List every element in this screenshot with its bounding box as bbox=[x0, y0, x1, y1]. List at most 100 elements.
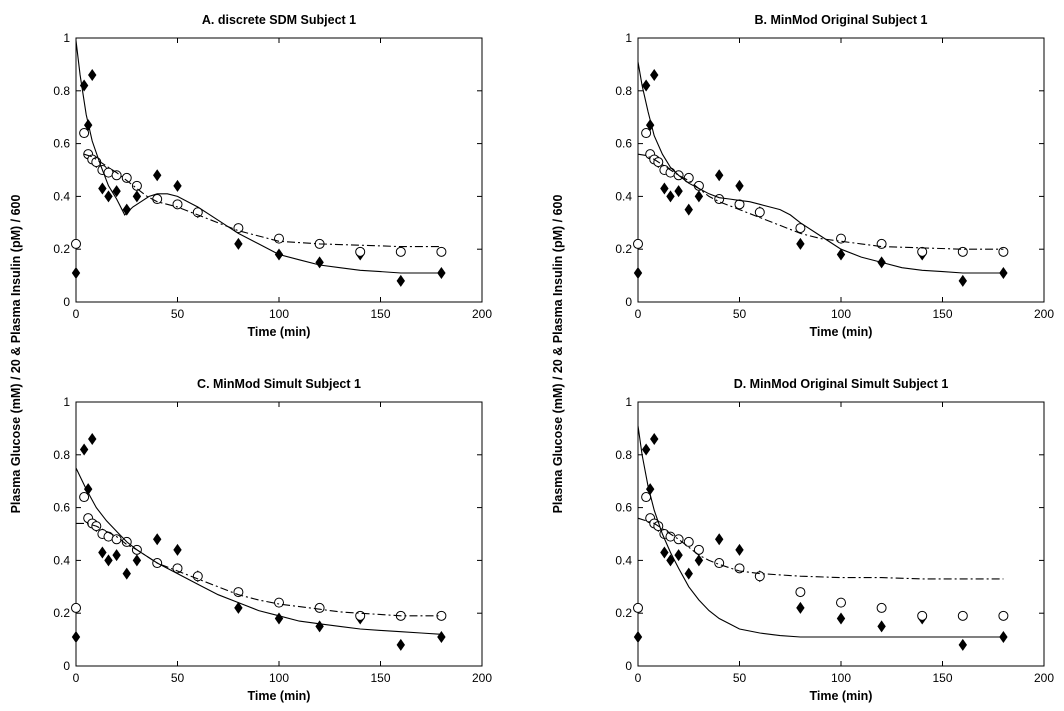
chart-d: 0 50 100 150 200 0 0.2 0.4 0.6 0.8 1 D. MinMod Orig… bbox=[615, 377, 1054, 703]
chart-d-glucose-point bbox=[754, 571, 765, 582]
chart-c-xtick-label: 100 bbox=[269, 671, 289, 685]
chart-b-ytick-label: 1 bbox=[625, 31, 632, 45]
chart-d-solid-fit-line bbox=[637, 425, 1004, 638]
chart-a-solid-fit-line bbox=[75, 40, 442, 274]
chart-c-insulin-point bbox=[79, 443, 89, 456]
chart-c-insulin-point bbox=[122, 567, 131, 580]
chart-c-glucose-point bbox=[79, 492, 90, 503]
chart-b-insulin-point bbox=[694, 190, 704, 203]
chart-a-insulin-point bbox=[98, 182, 107, 195]
chart-b-insulin-point bbox=[674, 185, 683, 198]
chart-b-glucose-point bbox=[714, 194, 725, 205]
chart-a-insulin-point bbox=[88, 68, 97, 81]
chart-b-insulin-point bbox=[645, 119, 655, 132]
chart-a-dashdot-fit-line bbox=[83, 153, 442, 248]
chart-b-insulin-point bbox=[633, 266, 643, 279]
chart-c-glucose-point bbox=[71, 602, 81, 613]
chart-d-title: D. MinMod Original Simult Subject 1 bbox=[734, 377, 949, 391]
chart-d-glucose-point bbox=[836, 597, 846, 608]
chart-b-insulin-point bbox=[641, 79, 651, 92]
chart-d-insulin-point bbox=[877, 620, 886, 633]
chart-c-insulin-point bbox=[98, 546, 107, 559]
chart-b-glucose-point bbox=[641, 128, 652, 139]
chart-c-ytick-label: 0.2 bbox=[53, 606, 70, 620]
chart-a-glucose-point bbox=[436, 246, 447, 257]
chart-c-xtick-label: 0 bbox=[73, 671, 80, 685]
chart-a-xtick-label: 100 bbox=[269, 307, 289, 321]
chart-c-plot-frame bbox=[75, 401, 483, 667]
chart-a-xtick-label: 50 bbox=[171, 307, 185, 321]
chart-a-insulin-point bbox=[437, 266, 446, 279]
chart-a: 0 50 100 150 200 0 0.2 0.4 0.6 0.8 1 A. discrete SD… bbox=[53, 13, 492, 339]
chart-a-glucose-point bbox=[172, 199, 183, 210]
chart-a-insulin-point bbox=[122, 203, 131, 216]
chart-c-insulin-point bbox=[234, 601, 243, 614]
chart-a-title: A. discrete SDM Subject 1 bbox=[202, 13, 356, 27]
chart-b-insulin-point bbox=[650, 68, 659, 81]
chart-d-insulin-point bbox=[715, 533, 724, 546]
chart-b-ytick-label: 0 bbox=[625, 295, 632, 309]
chart-d-glucose-point bbox=[693, 544, 704, 555]
chart-a-ytick-label: 0.6 bbox=[53, 137, 70, 151]
chart-b-glucose-point bbox=[754, 207, 765, 218]
chart-d-xtick-label: 200 bbox=[1034, 671, 1054, 685]
chart-d-insulin-point bbox=[958, 638, 967, 651]
chart-d-glucose-point bbox=[876, 602, 887, 613]
chart-c-insulin-point bbox=[274, 612, 284, 625]
chart-c-dashdot-fit-line bbox=[76, 522, 442, 617]
chart-b-insulin-point bbox=[836, 248, 846, 261]
chart-c-glucose-point bbox=[314, 602, 325, 613]
chart-d-ytick-label: 0 bbox=[625, 659, 632, 673]
chart-d-ytick-label: 0.6 bbox=[615, 501, 632, 515]
chart-a-ytick-label: 1 bbox=[63, 31, 70, 45]
chart-b-xtick-label: 0 bbox=[635, 307, 642, 321]
chart-d-insulin-point bbox=[735, 543, 744, 556]
chart-b-insulin-point bbox=[715, 169, 724, 182]
chart-c: 0 50 100 150 200 0 0.2 0.4 0.6 0.8 1 C. MinMod Simu… bbox=[53, 377, 492, 703]
chart-b-solid-fit-line bbox=[637, 61, 1004, 274]
chart-c-ytick-label: 0.6 bbox=[53, 501, 70, 515]
chart-d-insulin-point bbox=[836, 612, 846, 625]
chart-d-glucose-point bbox=[795, 587, 806, 598]
chart-b-xtick-label: 100 bbox=[831, 307, 851, 321]
chart-b-insulin-point bbox=[735, 179, 744, 192]
chart-d-insulin-point bbox=[650, 432, 659, 445]
chart-a-glucose-point bbox=[131, 180, 142, 191]
chart-a-insulin-point bbox=[173, 179, 182, 192]
chart-a-glucose-point bbox=[355, 246, 366, 257]
chart-c-ytick-label: 0.4 bbox=[53, 553, 70, 567]
chart-d-plot-frame bbox=[637, 401, 1045, 667]
chart-b-ytick-label: 0.4 bbox=[615, 189, 632, 203]
chart-b-plot-frame bbox=[637, 37, 1045, 303]
chart-a-glucose-point bbox=[79, 128, 90, 139]
chart-c-insulin-point bbox=[71, 630, 81, 643]
chart-c-insulin-point bbox=[153, 533, 162, 546]
chart-a-insulin-point bbox=[79, 79, 89, 92]
chart-d-glucose-point bbox=[714, 558, 725, 569]
chart-c-insulin-point bbox=[173, 543, 182, 556]
chart-b-insulin-point bbox=[666, 190, 675, 203]
chart-d-dashdot-fit-line bbox=[637, 517, 1004, 580]
chart-d-ytick-label: 1 bbox=[625, 395, 632, 409]
chart-c-insulin-point bbox=[104, 554, 113, 567]
chart-d-glucose-point bbox=[917, 610, 928, 621]
chart-a-plot-frame bbox=[75, 37, 483, 303]
chart-d-ytick-label: 0.4 bbox=[615, 553, 632, 567]
chart-c-glucose-point bbox=[111, 534, 122, 545]
chart-b-glucose-point bbox=[917, 246, 928, 257]
chart-b-ytick-label: 0.6 bbox=[615, 137, 632, 151]
chart-d-insulin-point bbox=[633, 630, 643, 643]
chart-b-xtick-label: 50 bbox=[733, 307, 747, 321]
chart-c-insulin-point bbox=[315, 620, 324, 633]
chart-c-glucose-point bbox=[274, 597, 284, 608]
chart-d-glucose-point bbox=[957, 610, 968, 621]
chart-a-ytick-label: 0.8 bbox=[53, 84, 70, 98]
chart-b-insulin-point bbox=[660, 182, 669, 195]
chart-b-glucose-point bbox=[734, 199, 745, 210]
chart-d-insulin-point bbox=[796, 601, 805, 614]
chart-d-glucose-point bbox=[633, 602, 643, 613]
chart-d-xtick-label: 0 bbox=[635, 671, 642, 685]
chart-d-glucose-point bbox=[998, 610, 1009, 621]
chart-a-insulin-point bbox=[104, 190, 113, 203]
